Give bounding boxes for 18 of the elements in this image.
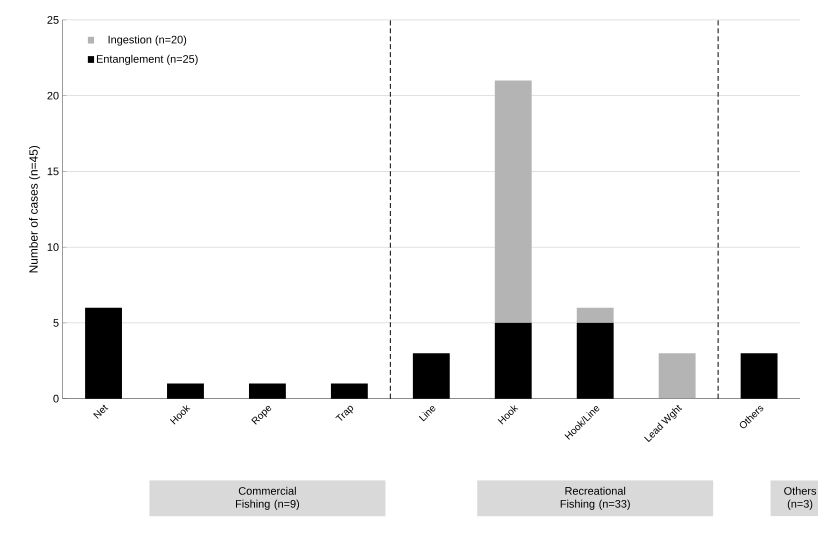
y-tick-label: 20: [47, 92, 59, 100]
y-tick-label: 0: [53, 394, 59, 402]
text: Others (n=3): [784, 486, 816, 510]
bar: [494, 80, 532, 323]
y-tick-label: 10: [48, 243, 59, 251]
y-tick-label: 15: [48, 168, 59, 176]
y-tick-label: 5: [53, 319, 59, 327]
x-tick-label: Line: [418, 406, 436, 422]
y-tick-label: 25: [47, 16, 59, 24]
bar: [576, 308, 614, 323]
x-tick-label: Trap: [335, 406, 354, 421]
y-axis-title: Number of cases (n=45): [28, 146, 40, 272]
bar: [658, 353, 696, 399]
x-tick-label: Net: [93, 404, 108, 419]
legend-label: Ingestion (n=20): [108, 35, 186, 46]
legend-label: Entanglement (n=25): [96, 54, 198, 65]
text: Recreational Fishing (n=33): [560, 486, 630, 510]
text: Commercial Fishing (n=9): [236, 486, 300, 510]
